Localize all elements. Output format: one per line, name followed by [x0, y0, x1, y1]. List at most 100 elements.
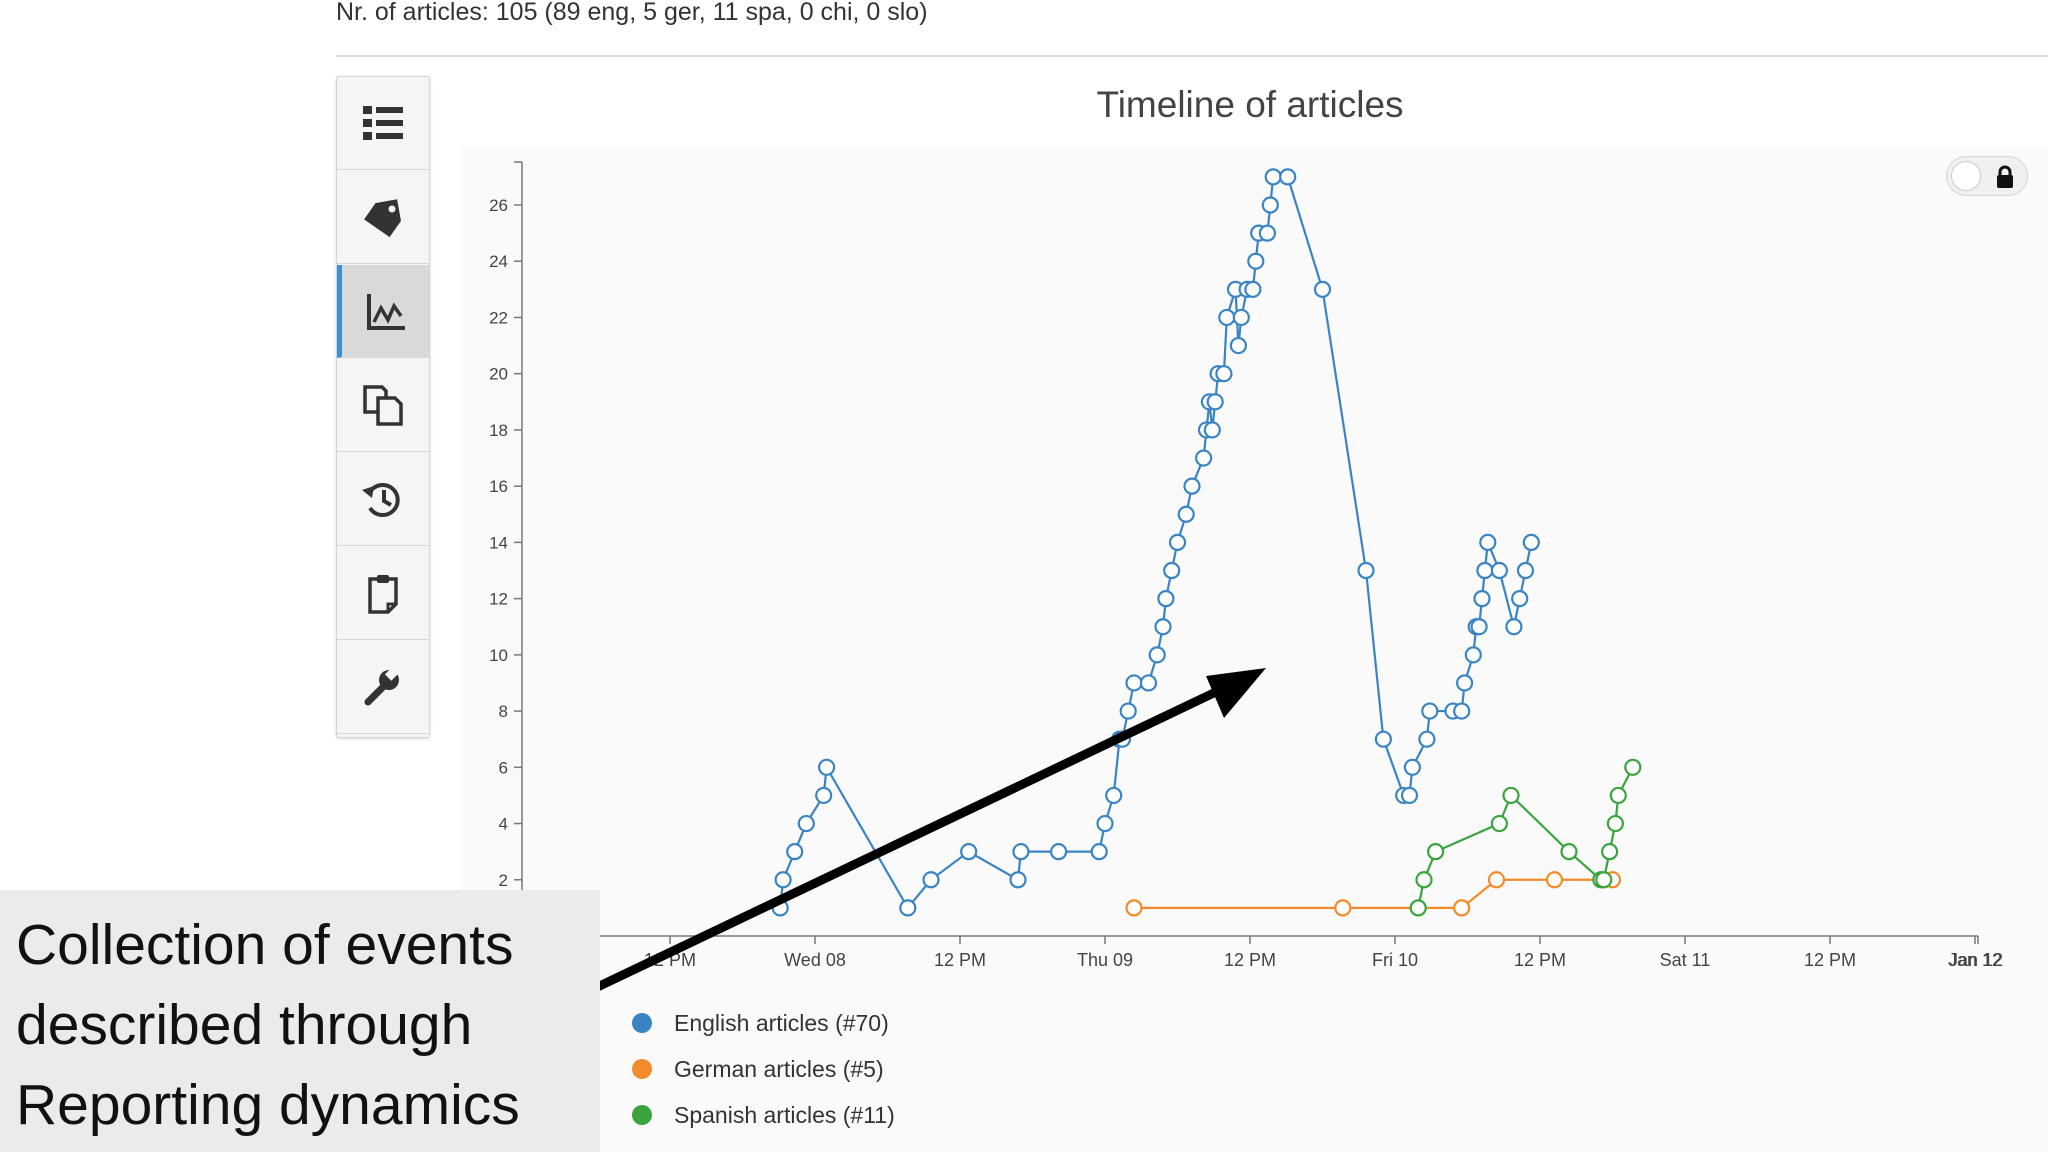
- legend-label: German articles (#5): [674, 1055, 884, 1082]
- data-point: [1125, 674, 1143, 692]
- data-point: [1505, 618, 1523, 636]
- data-point: [1125, 899, 1143, 917]
- sidebar-item-list[interactable]: [337, 77, 429, 170]
- data-point: [1168, 533, 1187, 551]
- data-point: [1163, 561, 1181, 580]
- data-point: [1154, 618, 1172, 636]
- annotation-arrow-shaft: [564, 685, 1222, 1007]
- data-point: [1600, 843, 1619, 861]
- sidebar-item-settings[interactable]: [337, 641, 429, 734]
- data-point: [1218, 308, 1236, 327]
- data-point: [1119, 702, 1137, 720]
- sidebar-item-history[interactable]: [337, 453, 429, 546]
- data-point: [922, 871, 940, 889]
- y-tick-label: 2: [499, 871, 508, 890]
- history-icon: [362, 483, 400, 517]
- sidebar-item-timeline[interactable]: [337, 265, 429, 358]
- data-point: [1139, 674, 1158, 692]
- legend-item-english[interactable]: English articles (#70): [632, 1000, 895, 1046]
- data-point: [1560, 843, 1578, 861]
- data-point: [1183, 477, 1201, 495]
- data-point: [1105, 786, 1123, 805]
- x-tick-label: Fri 10: [1372, 950, 1418, 970]
- y-tick-label: 26: [489, 196, 508, 215]
- x-tick-label: 12 PM: [1224, 950, 1276, 970]
- data-point: [1545, 871, 1564, 889]
- data-point: [1421, 702, 1439, 720]
- sidebar-item-duplicates[interactable]: [337, 359, 429, 452]
- toggle-knob: [1951, 161, 1981, 191]
- x-tick-label: Sat 11: [1660, 950, 1711, 970]
- data-point: [1609, 786, 1627, 805]
- data-point: [1206, 393, 1224, 411]
- data-point: [1403, 758, 1422, 776]
- legend-label: English articles (#70): [674, 1009, 889, 1036]
- wrench-icon: [364, 665, 400, 706]
- data-point: [1012, 843, 1030, 861]
- data-point: [1595, 871, 1613, 889]
- data-point: [774, 871, 792, 889]
- data-point: [1279, 168, 1297, 186]
- series-line-0: [779, 175, 1533, 910]
- x-tick-label: Jan 12: [1948, 950, 2002, 970]
- data-point: [1409, 899, 1427, 917]
- y-tick-label: 8: [499, 702, 508, 721]
- y-tick-label: 4: [499, 815, 508, 834]
- data-point: [1357, 561, 1375, 580]
- y-tick-label: 24: [489, 252, 508, 271]
- data-point: [1487, 871, 1506, 889]
- data-point: [1229, 336, 1248, 355]
- y-tick-label: 14: [489, 533, 508, 552]
- data-point: [1215, 365, 1233, 383]
- data-point: [1247, 252, 1265, 270]
- clipboard-icon: [368, 575, 398, 614]
- chart-title: Timeline of articles: [1096, 84, 1404, 125]
- lock-toggle[interactable]: [1946, 156, 2028, 196]
- data-point: [1148, 646, 1166, 664]
- data-point: [1334, 899, 1352, 917]
- duplicate-documents-icon: [363, 385, 403, 426]
- data-point: [786, 843, 804, 861]
- legend-item-spanish[interactable]: Spanish articles (#11): [632, 1092, 895, 1138]
- legend-swatch: [632, 1013, 652, 1033]
- x-tick-label: 12 PM: [934, 950, 986, 970]
- timeline-chart-icon: [366, 294, 405, 330]
- data-point: [1476, 561, 1494, 580]
- caption-line: Reporting dynamics: [16, 1073, 520, 1137]
- sidebar-item-clipboard[interactable]: [337, 547, 429, 640]
- data-point: [1464, 646, 1482, 664]
- annotation-arrow-head: [1206, 668, 1266, 718]
- sidebar-toolbar: [336, 76, 430, 738]
- y-tick-label: 12: [489, 590, 508, 609]
- data-point: [1470, 618, 1488, 636]
- chart-legend: English articles (#70) German articles (…: [632, 1000, 895, 1138]
- sidebar-item-tags[interactable]: [337, 171, 429, 264]
- data-point: [960, 843, 978, 861]
- y-tick-label: 18: [489, 421, 508, 440]
- data-point: [1096, 814, 1114, 833]
- data-point: [1624, 758, 1642, 776]
- legend-swatch: [632, 1105, 652, 1125]
- data-point: [1244, 280, 1262, 298]
- y-tick-label: 20: [489, 365, 508, 384]
- data-point: [1232, 308, 1250, 327]
- legend-label: Spanish articles (#11): [674, 1101, 895, 1128]
- data-point: [1455, 674, 1474, 692]
- data-point: [1009, 871, 1027, 889]
- data-point: [1415, 871, 1433, 889]
- data-point: [1522, 533, 1540, 551]
- data-point: [797, 814, 815, 833]
- legend-item-german[interactable]: German articles (#5): [632, 1046, 895, 1092]
- data-point: [1516, 561, 1535, 580]
- x-tick-label: Thu 09: [1077, 950, 1133, 970]
- data-point: [1194, 449, 1213, 467]
- data-point: [1473, 590, 1491, 608]
- data-point: [1313, 280, 1332, 298]
- data-point: [1453, 702, 1471, 720]
- data-point: [1090, 843, 1108, 861]
- tags-icon: [364, 199, 401, 238]
- header-divider: [336, 55, 2048, 57]
- data-point: [1203, 421, 1221, 439]
- data-point: [899, 899, 917, 917]
- series-line-1: [1134, 878, 1613, 909]
